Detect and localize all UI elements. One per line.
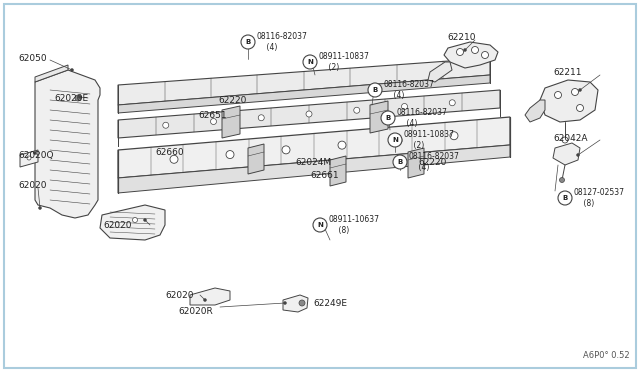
Polygon shape <box>35 70 100 218</box>
Circle shape <box>456 48 463 55</box>
Circle shape <box>354 107 360 113</box>
Text: 62050: 62050 <box>18 54 47 62</box>
Text: 62042A: 62042A <box>553 134 588 142</box>
Text: 62210: 62210 <box>447 32 476 42</box>
Polygon shape <box>118 117 510 178</box>
Circle shape <box>303 55 317 69</box>
Circle shape <box>132 218 138 222</box>
Polygon shape <box>553 143 580 165</box>
Circle shape <box>306 111 312 117</box>
Polygon shape <box>20 150 38 167</box>
Circle shape <box>338 141 346 149</box>
Circle shape <box>393 155 407 169</box>
Circle shape <box>241 35 255 49</box>
Text: 62211: 62211 <box>553 67 582 77</box>
Polygon shape <box>118 90 500 138</box>
Circle shape <box>481 51 488 58</box>
Circle shape <box>38 206 42 209</box>
Circle shape <box>579 89 582 92</box>
Polygon shape <box>444 42 498 68</box>
Circle shape <box>163 122 169 128</box>
Polygon shape <box>540 80 598 122</box>
Circle shape <box>554 92 561 99</box>
Text: B: B <box>245 39 251 45</box>
Polygon shape <box>330 156 346 186</box>
Text: A6P0° 0.52: A6P0° 0.52 <box>584 351 630 360</box>
Circle shape <box>75 95 81 101</box>
Text: B: B <box>397 159 403 165</box>
Polygon shape <box>118 75 490 113</box>
Polygon shape <box>408 148 424 178</box>
Circle shape <box>388 133 402 147</box>
Text: 62220: 62220 <box>218 96 246 105</box>
Circle shape <box>572 89 579 96</box>
Text: 62220: 62220 <box>418 157 446 167</box>
Circle shape <box>449 100 455 106</box>
Circle shape <box>299 300 305 306</box>
Circle shape <box>394 137 402 144</box>
Polygon shape <box>428 62 452 82</box>
Circle shape <box>472 46 479 54</box>
Circle shape <box>559 177 564 183</box>
Circle shape <box>562 137 568 143</box>
Circle shape <box>27 156 31 160</box>
Text: 08127-02537
    (8): 08127-02537 (8) <box>574 188 625 208</box>
Circle shape <box>282 146 290 154</box>
Text: 62020: 62020 <box>165 291 193 299</box>
Text: 08116-82037
    (4): 08116-82037 (4) <box>409 152 460 172</box>
Text: 62651: 62651 <box>198 110 227 119</box>
Circle shape <box>226 151 234 158</box>
Circle shape <box>70 68 74 71</box>
Text: N: N <box>392 137 398 143</box>
Circle shape <box>450 132 458 140</box>
Circle shape <box>577 154 579 157</box>
Text: 62020Q: 62020Q <box>18 151 54 160</box>
Text: 62024M: 62024M <box>295 157 331 167</box>
Text: B: B <box>563 195 568 201</box>
Circle shape <box>259 115 264 121</box>
Polygon shape <box>283 295 308 312</box>
Polygon shape <box>118 145 510 193</box>
Text: 62249E: 62249E <box>313 298 347 308</box>
Text: 62020: 62020 <box>103 221 131 230</box>
Text: 62020R: 62020R <box>178 308 212 317</box>
Text: 62020: 62020 <box>18 180 47 189</box>
Circle shape <box>381 111 395 125</box>
Circle shape <box>401 103 408 109</box>
Circle shape <box>33 151 36 154</box>
Polygon shape <box>222 106 240 138</box>
Text: 08116-82037
    (4): 08116-82037 (4) <box>384 80 435 100</box>
Text: 62661: 62661 <box>310 170 339 180</box>
Polygon shape <box>118 58 490 105</box>
Circle shape <box>204 298 207 301</box>
Polygon shape <box>100 205 165 240</box>
Text: 08911-10837
    (2): 08911-10837 (2) <box>404 130 455 150</box>
Polygon shape <box>248 144 264 174</box>
Text: 08116-82037
    (4): 08116-82037 (4) <box>397 108 448 128</box>
Polygon shape <box>35 65 68 82</box>
Polygon shape <box>525 100 545 122</box>
Circle shape <box>211 119 216 125</box>
Text: 08911-10637
    (8): 08911-10637 (8) <box>329 215 380 235</box>
Text: B: B <box>385 115 390 121</box>
Polygon shape <box>190 288 230 305</box>
Text: 62660: 62660 <box>155 148 184 157</box>
Circle shape <box>143 218 147 221</box>
Text: N: N <box>307 59 313 65</box>
Polygon shape <box>370 101 388 133</box>
Circle shape <box>463 48 467 51</box>
Text: N: N <box>317 222 323 228</box>
Circle shape <box>79 96 81 99</box>
Circle shape <box>577 105 584 112</box>
Text: B: B <box>372 87 378 93</box>
Circle shape <box>313 218 327 232</box>
Circle shape <box>368 83 382 97</box>
Text: 08911-10837
    (2): 08911-10837 (2) <box>319 52 370 72</box>
Circle shape <box>170 155 178 163</box>
Text: 62020E: 62020E <box>54 93 88 103</box>
Circle shape <box>558 191 572 205</box>
Circle shape <box>284 301 287 305</box>
Text: 08116-82037
    (4): 08116-82037 (4) <box>257 32 308 52</box>
